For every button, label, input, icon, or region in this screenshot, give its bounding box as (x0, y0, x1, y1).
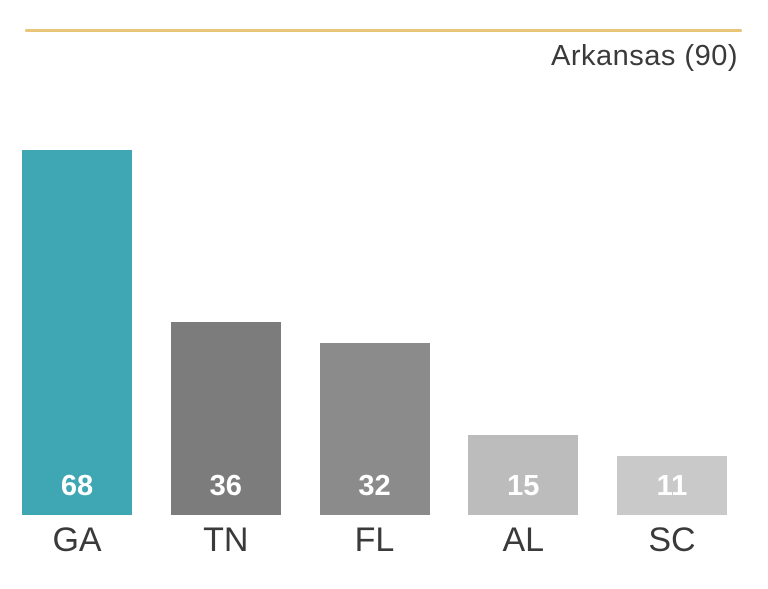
bar-al: 15 (468, 434, 579, 515)
reference-line-label: Arkansas (90) (550, 40, 738, 72)
bar-value-ga: 68 (60, 470, 94, 502)
bar-value-tn: 36 (209, 470, 242, 502)
bar-value-fl: 32 (358, 470, 391, 502)
x-axis-labels: GA TN FL AL SC (22, 521, 727, 560)
reference-line (25, 29, 742, 32)
x-axis-label-tn: TN (203, 521, 249, 559)
x-axis-label-al: AL (502, 521, 545, 559)
x-axis-label-sc: SC (648, 521, 696, 559)
bar-fl: 32 (319, 343, 430, 515)
x-axis-label-fl: FL (354, 521, 395, 559)
bar-tn: 36 (170, 321, 281, 515)
plot-area: 68 36 32 15 11 (22, 32, 727, 515)
bar-value-sc: 11 (656, 470, 688, 502)
bar-value-al: 15 (507, 470, 540, 502)
x-axis-label-ga: GA (52, 521, 102, 559)
bar-sc: 11 (617, 455, 727, 515)
bar-ga: 68 (22, 150, 132, 515)
